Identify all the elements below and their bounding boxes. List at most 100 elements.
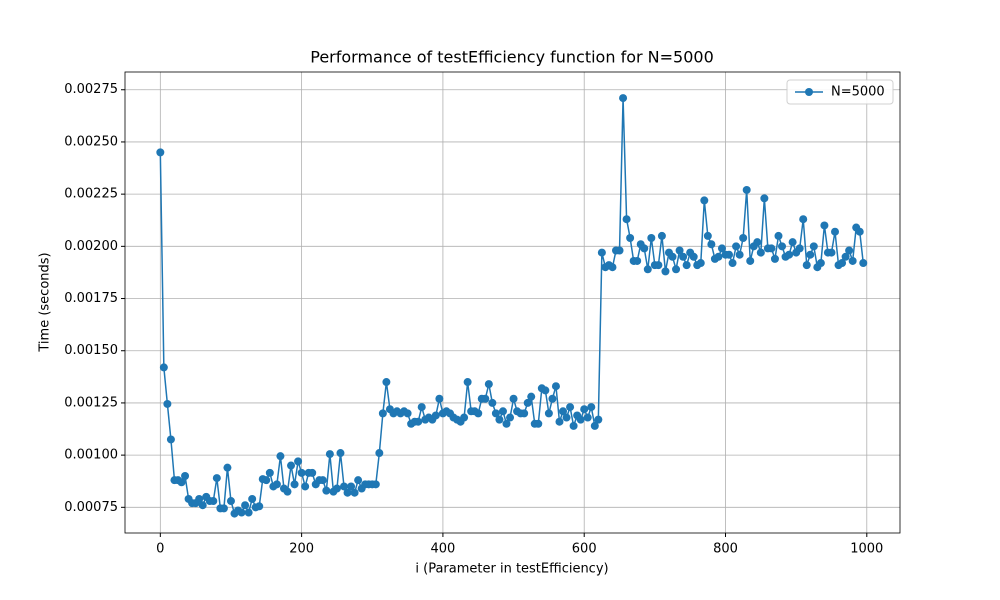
data-point bbox=[166, 435, 175, 444]
data-point bbox=[371, 480, 380, 489]
data-point bbox=[294, 457, 303, 466]
data-point bbox=[435, 394, 444, 403]
data-point bbox=[198, 501, 207, 510]
data-point bbox=[679, 252, 688, 261]
data-point bbox=[626, 233, 635, 242]
data-point bbox=[527, 392, 536, 401]
data-point bbox=[569, 421, 578, 430]
data-point bbox=[707, 240, 716, 249]
data-point bbox=[343, 488, 352, 497]
data-point bbox=[615, 246, 624, 255]
data-point bbox=[474, 409, 483, 418]
y-tick-label: 0.00250 bbox=[64, 134, 118, 149]
data-point bbox=[460, 413, 469, 422]
y-tick-label: 0.00075 bbox=[64, 500, 118, 515]
data-point bbox=[488, 398, 497, 407]
data-point bbox=[241, 501, 250, 510]
data-point bbox=[498, 407, 507, 416]
data-point bbox=[788, 238, 797, 247]
data-point bbox=[272, 480, 281, 489]
x-axis-label: i (Parameter in testEfficiency) bbox=[415, 562, 608, 577]
data-point bbox=[340, 482, 349, 491]
data-point bbox=[848, 256, 857, 265]
data-point bbox=[541, 386, 550, 395]
x-tick-label: 800 bbox=[713, 542, 738, 557]
data-point bbox=[845, 246, 854, 255]
data-point bbox=[177, 478, 186, 487]
legend-marker bbox=[805, 88, 813, 96]
data-point bbox=[622, 215, 631, 224]
data-point bbox=[696, 259, 705, 268]
y-tick-label: 0.00200 bbox=[64, 239, 118, 254]
data-point bbox=[831, 227, 840, 236]
data-point bbox=[223, 463, 232, 472]
data-point bbox=[760, 194, 769, 203]
data-point bbox=[753, 238, 762, 247]
data-point bbox=[583, 413, 592, 422]
data-point bbox=[322, 486, 331, 495]
data-point bbox=[767, 244, 776, 253]
y-axis-label: Time (seconds) bbox=[38, 252, 53, 352]
data-point bbox=[237, 508, 246, 517]
data-point bbox=[509, 394, 518, 403]
data-point bbox=[746, 256, 755, 265]
data-point bbox=[689, 252, 698, 261]
data-point bbox=[354, 476, 363, 485]
data-point bbox=[308, 468, 317, 477]
data-point bbox=[732, 242, 741, 251]
data-point bbox=[806, 250, 815, 259]
data-point bbox=[647, 233, 656, 242]
data-point bbox=[841, 252, 850, 261]
data-point bbox=[714, 252, 723, 261]
data-point bbox=[717, 244, 726, 253]
data-point bbox=[332, 484, 341, 493]
legend-box bbox=[786, 79, 894, 105]
data-point bbox=[778, 242, 787, 251]
data-point bbox=[619, 94, 628, 103]
data-point bbox=[661, 267, 670, 276]
data-point bbox=[502, 419, 511, 428]
data-point bbox=[668, 252, 677, 261]
data-point bbox=[728, 259, 737, 268]
data-point bbox=[262, 476, 271, 485]
data-point bbox=[265, 468, 274, 477]
data-point bbox=[325, 450, 334, 459]
data-point bbox=[491, 409, 500, 418]
data-point bbox=[544, 409, 553, 418]
plot-frame bbox=[124, 71, 901, 534]
chart-title: Performance of testEfficiency function f… bbox=[310, 48, 714, 67]
data-point bbox=[809, 242, 818, 251]
y-tick-label: 0.00150 bbox=[64, 343, 118, 358]
data-point bbox=[657, 231, 666, 240]
data-point bbox=[859, 259, 868, 268]
data-point bbox=[654, 261, 663, 270]
x-tick-label: 600 bbox=[572, 542, 597, 557]
data-point bbox=[159, 363, 168, 372]
data-point bbox=[156, 148, 165, 157]
data-point bbox=[820, 221, 829, 230]
data-point bbox=[378, 409, 387, 418]
data-point bbox=[703, 231, 712, 240]
data-point bbox=[770, 254, 779, 263]
legend-label: N=5000 bbox=[831, 85, 885, 100]
data-point bbox=[594, 415, 603, 424]
data-point bbox=[633, 256, 642, 265]
data-point bbox=[700, 196, 709, 205]
data-point bbox=[276, 452, 285, 461]
data-point bbox=[219, 504, 228, 513]
data-point bbox=[739, 233, 748, 242]
data-point bbox=[463, 378, 472, 387]
data-point bbox=[481, 394, 490, 403]
data-point bbox=[163, 399, 172, 408]
data-point bbox=[827, 248, 836, 257]
data-point bbox=[725, 250, 734, 259]
series-line bbox=[159, 98, 865, 515]
data-point bbox=[403, 409, 412, 418]
data-point bbox=[590, 421, 599, 430]
data-point bbox=[640, 244, 649, 253]
data-point bbox=[548, 394, 557, 403]
x-tick-label: 400 bbox=[430, 542, 455, 557]
data-point bbox=[523, 398, 532, 407]
data-point bbox=[414, 417, 423, 426]
